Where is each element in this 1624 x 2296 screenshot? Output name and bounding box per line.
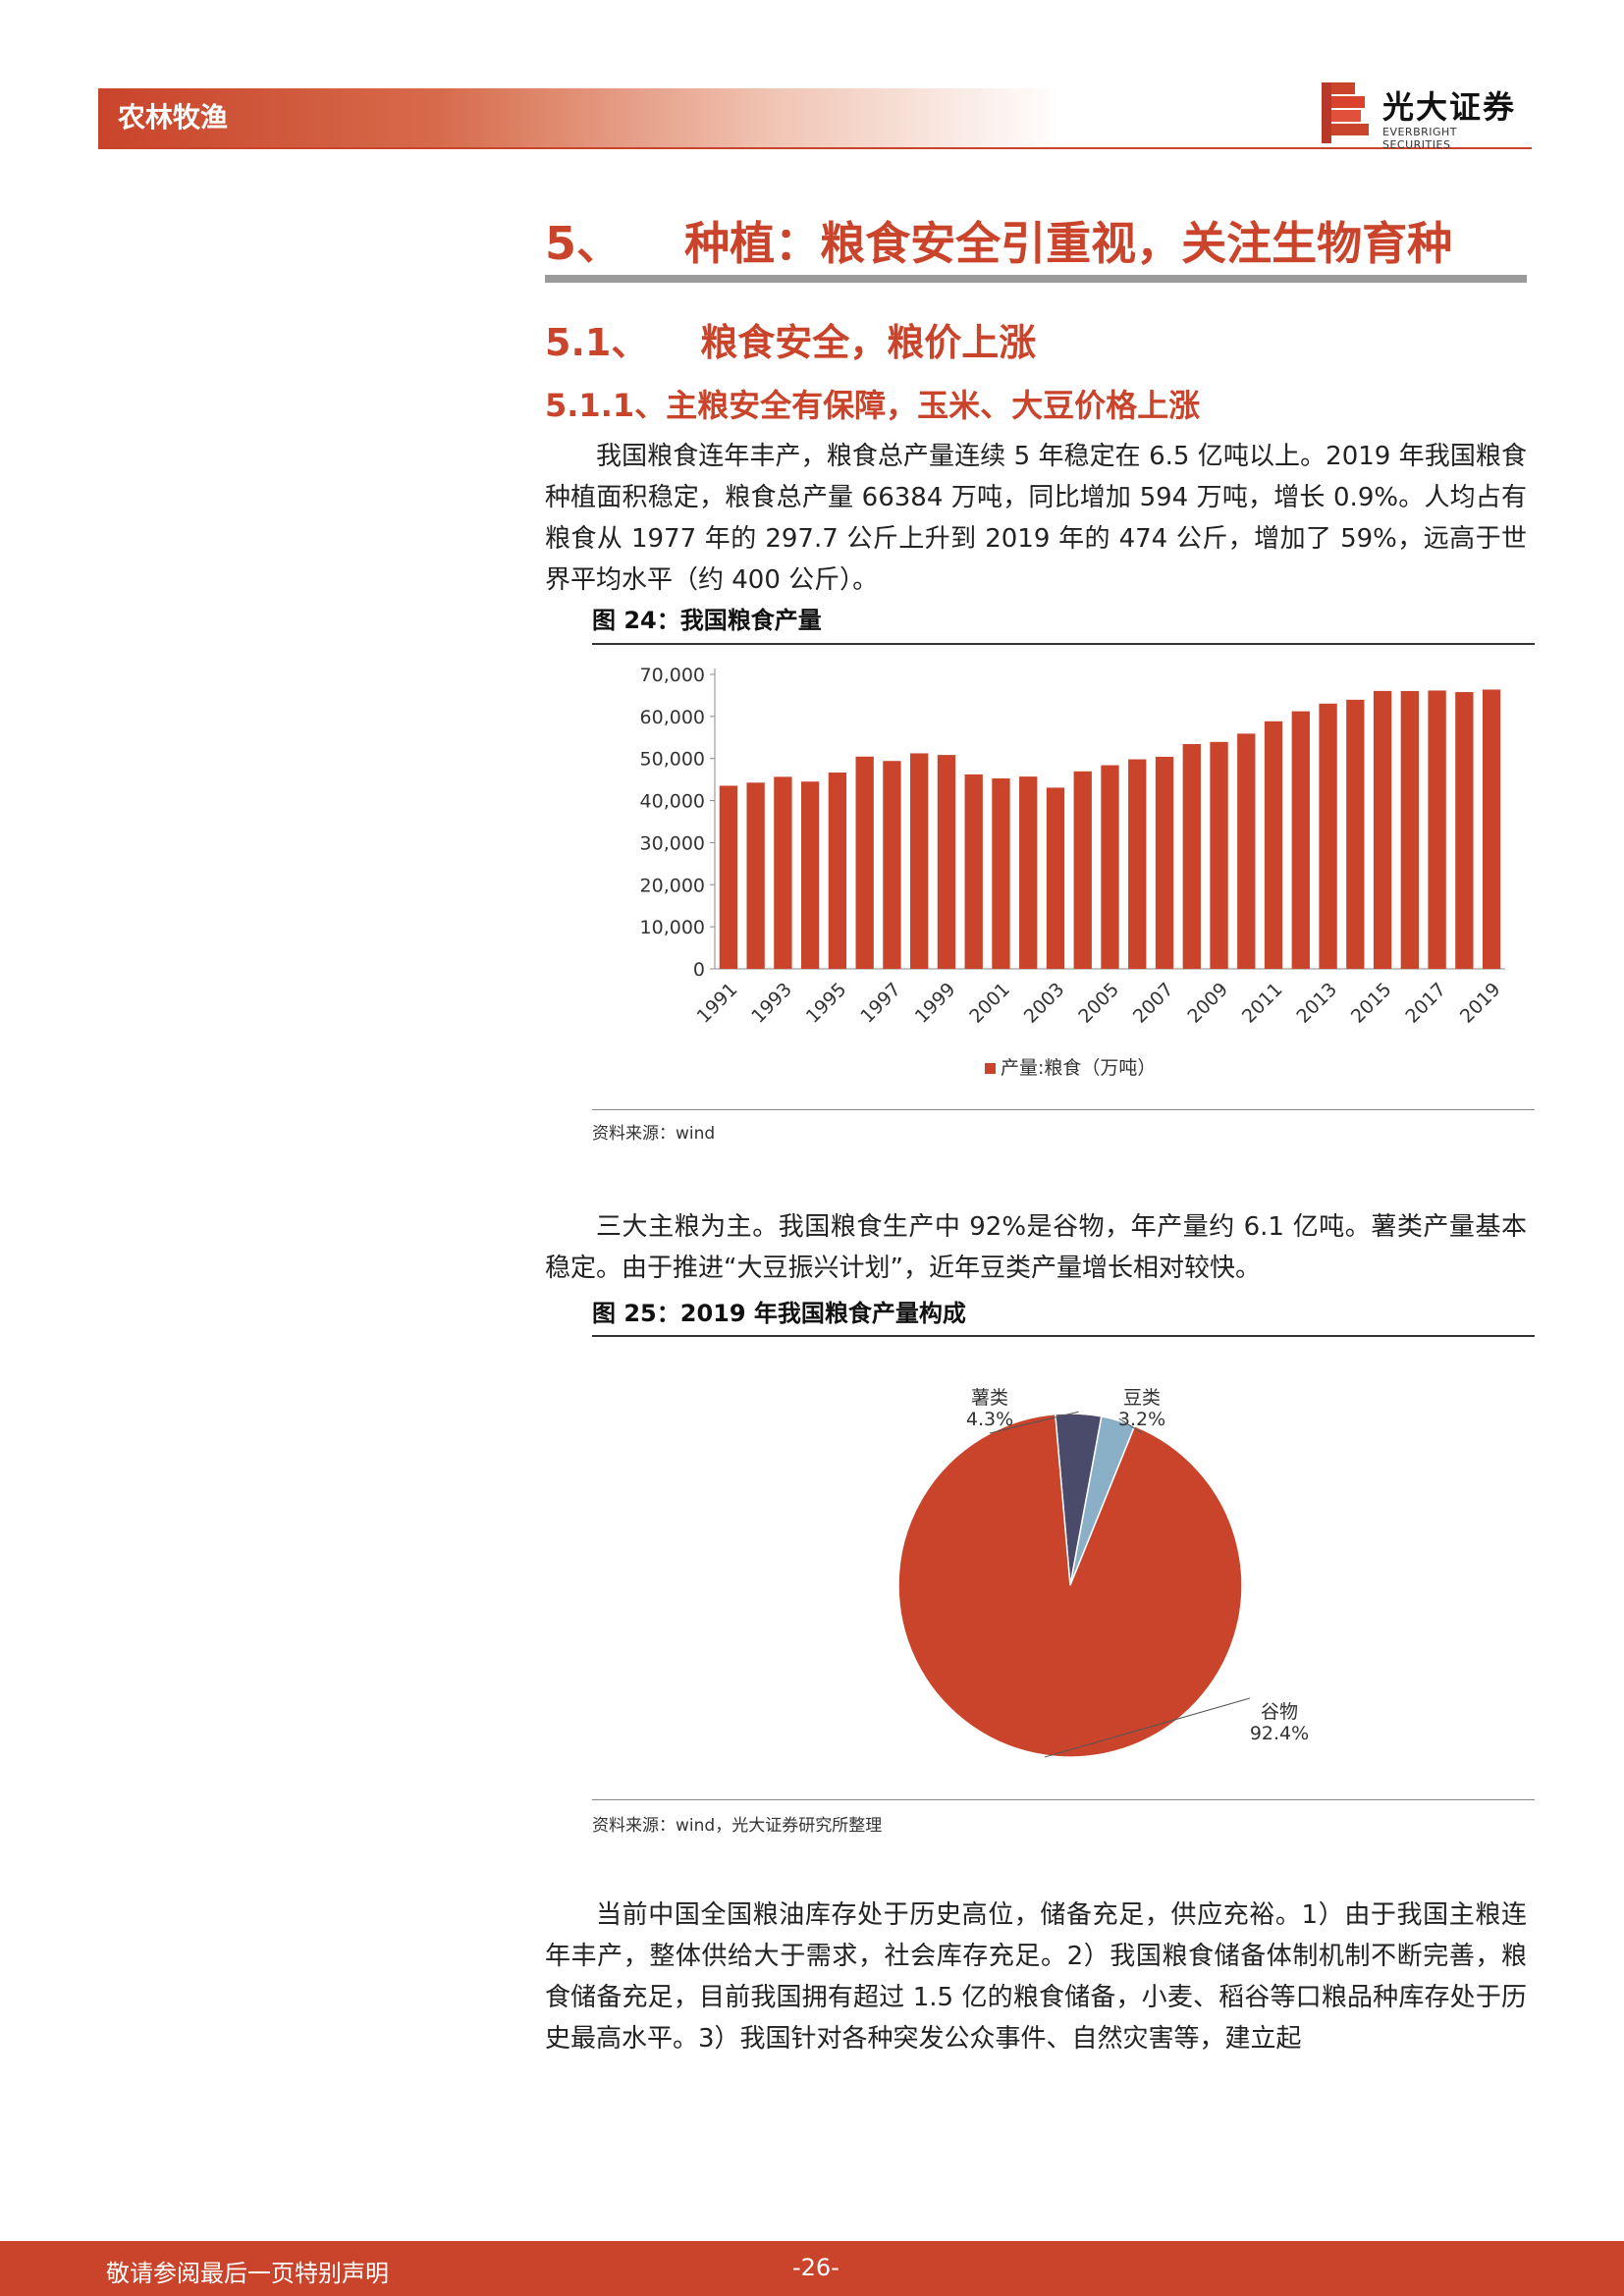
figure-24-bottom-rule [592, 1109, 1535, 1110]
legend-swatch [985, 1063, 996, 1074]
bar-2013 [1319, 703, 1337, 969]
bar-2016 [1400, 690, 1420, 969]
subsection-title: 5.1、 粮食安全，粮价上涨 [545, 321, 1037, 364]
bar-1994 [800, 781, 820, 969]
bar-2004 [1073, 771, 1092, 969]
paragraph-grain-reserves: 当前中国全国粮油库存处于历史高位，储备充足，供应充裕。1）由于我国主粮连年丰产，… [545, 1900, 1527, 2054]
page-number: -26- [792, 2254, 839, 2281]
bar-1991 [719, 785, 738, 969]
x-tick-label: 2007 [1129, 979, 1178, 1028]
footer-bar: 敬请参阅最后一页特别声明 -26- [0, 2241, 1624, 2296]
bar-2009 [1210, 741, 1228, 969]
bar-2012 [1291, 711, 1310, 969]
x-tick-label: 2017 [1401, 979, 1450, 1028]
x-tick-label: 2019 [1456, 979, 1505, 1028]
figure-25-source: 资料来源：wind，光大证券研究所整理 [592, 1816, 883, 1836]
bar-2003 [1046, 787, 1065, 969]
grain-output-bar-chart: 0 10,000 20,000 30,000 40,000 50,000 60,000 70,… [640, 665, 1505, 1079]
bar-1997 [883, 761, 901, 969]
x-tick-label: 1999 [911, 979, 960, 1028]
brand-logo-icon [1322, 82, 1369, 143]
footer-disclaimer: 敬请参阅最后一页特别声明 [106, 2260, 389, 2287]
legend-label: 产量:粮食（万吨） [1001, 1057, 1156, 1079]
bar-2015 [1373, 690, 1392, 969]
x-tick-label: 2011 [1238, 979, 1287, 1028]
bar-1999 [937, 755, 956, 969]
header-rule [98, 147, 1532, 149]
x-tick-label: 2015 [1347, 979, 1396, 1028]
y-tick-label: 60,000 [640, 707, 705, 728]
pie-value-豆类: 3.2% [1118, 1409, 1165, 1430]
y-tick-label: 10,000 [640, 917, 705, 938]
figure-25-top-rule [592, 1335, 1535, 1337]
figure-24-title: 图 24：我国粮食产量 [592, 607, 822, 634]
y-tick-label: 70,000 [640, 665, 705, 686]
bar-2017 [1428, 690, 1446, 969]
paragraph-grain-output: 我国粮食连年丰产，粮食总产量连续 5 年稳定在 6.5 亿吨以上。2019 年我… [545, 442, 1527, 595]
y-tick-label: 20,000 [640, 875, 705, 896]
bar-2002 [1019, 776, 1038, 969]
pie-label-薯类: 薯类 [971, 1387, 1008, 1409]
bar-1993 [774, 776, 792, 969]
y-tick-label: 40,000 [640, 791, 705, 813]
pie-leader-line [989, 1411, 1079, 1434]
bar-2019 [1482, 689, 1501, 969]
bar-2008 [1182, 743, 1201, 969]
x-tick-label: 2005 [1074, 979, 1123, 1028]
y-tick-label: 50,000 [640, 749, 705, 771]
pie-label-豆类: 豆类 [1123, 1387, 1161, 1409]
bar-2010 [1237, 733, 1256, 969]
subsubsection-title: 5.1.1、主粮安全有保障，玉米、大豆价格上涨 [545, 387, 1201, 424]
pie-leader-line [1044, 1697, 1251, 1758]
brand-logo: 光大证券 EVERBRIGHT SECURITIES [1318, 80, 1524, 151]
pie-leader-line [1118, 1417, 1143, 1434]
bar-1995 [828, 773, 847, 969]
bar-1998 [910, 753, 929, 969]
section-title-rule [545, 275, 1527, 283]
sector-label: 农林牧渔 [118, 101, 229, 133]
brand-name: 光大证券 [1382, 88, 1517, 126]
y-tick-label: 0 [693, 959, 705, 981]
pie-value-谷物: 92.4% [1250, 1723, 1309, 1744]
header-band [98, 88, 1060, 147]
x-tick-label: 2009 [1183, 979, 1232, 1028]
figure-24-top-rule [592, 643, 1535, 645]
bar-2006 [1128, 759, 1147, 969]
bar-2000 [964, 774, 983, 969]
bar-2011 [1264, 721, 1283, 969]
x-tick-label: 2003 [1020, 979, 1069, 1028]
bar-1992 [746, 782, 765, 969]
y-tick-label: 30,000 [640, 832, 705, 854]
paragraph-main-grains: 三大主粮为主。我国粮食生产中 92%是谷物，年产量约 6.1 亿吨。薯类产量基本… [545, 1212, 1527, 1283]
x-tick-label: 2001 [965, 979, 1014, 1028]
brand-name-en: EVERBRIGHT SECURITIES [1382, 126, 1458, 151]
bar-2005 [1101, 765, 1119, 969]
figure-25-bottom-rule [592, 1799, 1535, 1800]
figure-24-source: 资料来源：wind [592, 1124, 716, 1144]
pie-label-谷物: 谷物 [1261, 1701, 1298, 1723]
figure-25-title: 图 25：2019 年我国粮食产量构成 [592, 1300, 966, 1327]
x-tick-label: 1995 [802, 979, 851, 1028]
x-tick-label: 2013 [1292, 979, 1341, 1028]
x-tick-label: 1997 [856, 979, 905, 1028]
x-tick-label: 1991 [693, 979, 742, 1028]
bar-2014 [1346, 699, 1365, 969]
bar-1996 [855, 756, 874, 969]
pie-value-薯类: 4.3% [966, 1409, 1013, 1430]
bar-2001 [992, 778, 1010, 969]
section-title: 5、 种植：粮食安全引重视，关注生物育种 [545, 217, 1453, 270]
bar-2007 [1155, 756, 1174, 969]
x-tick-label: 1993 [747, 979, 796, 1028]
bar-2018 [1455, 692, 1474, 969]
pie-slice-谷物 [897, 1413, 1243, 1758]
